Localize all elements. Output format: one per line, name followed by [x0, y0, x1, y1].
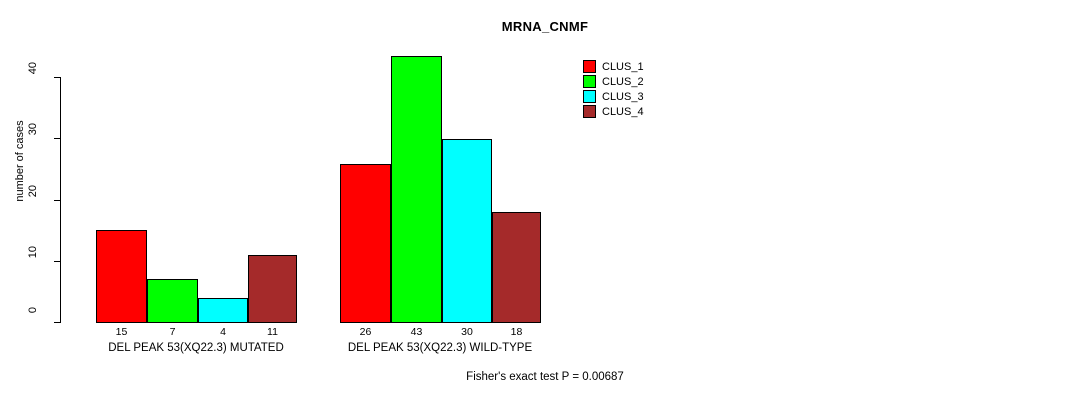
legend-label-clus3: CLUS_3	[602, 90, 644, 103]
y-tick-label-20: 20	[27, 185, 39, 198]
y-tick-label-30: 30	[27, 123, 39, 136]
legend-item-clus2[interactable]: CLUS_2	[583, 74, 644, 89]
legend-swatch-icon-clus3	[583, 90, 596, 103]
legend-swatch-icon-clus4	[583, 105, 596, 118]
bar-value-wildtype-clus3: 30	[461, 326, 473, 338]
page-title: MRNA_CNMF	[501, 19, 589, 34]
bar-value-mutated-clus1: 15	[115, 326, 128, 338]
legend: CLUS_1 CLUS_2 CLUS_3 CLUS_4	[583, 59, 644, 119]
legend-swatch-icon-clus2	[583, 75, 596, 88]
y-tick-label-0: 0	[27, 307, 39, 314]
legend-swatch-icon-clus1	[583, 60, 596, 73]
legend-label-clus4: CLUS_4	[602, 105, 644, 118]
y-axis-line	[60, 77, 61, 323]
legend-item-clus3[interactable]: CLUS_3	[583, 89, 644, 104]
legend-label-clus2: CLUS_2	[602, 75, 644, 88]
y-tick-30	[54, 138, 60, 139]
bar-value-wildtype-clus1: 26	[359, 326, 372, 338]
bar-mutated-clus2[interactable]	[147, 279, 198, 323]
bar-wildtype-clus3[interactable]	[442, 139, 492, 323]
group-label-mutated: DEL PEAK 53(XQ22.3) MUTATED	[108, 342, 284, 354]
bar-wildtype-clus1[interactable]	[340, 164, 391, 323]
bar-value-mutated-clus4: 11	[267, 326, 278, 338]
y-tick-label-40: 40	[27, 62, 39, 75]
bar-wildtype-clus2[interactable]	[391, 56, 442, 323]
bar-mutated-clus3[interactable]	[198, 298, 248, 323]
legend-item-clus4[interactable]: CLUS_4	[583, 104, 644, 119]
group-label-wildtype: DEL PEAK 53(XQ22.3) WILD-TYPE	[347, 342, 533, 354]
bar-wildtype-clus4[interactable]	[492, 212, 541, 323]
bar-value-mutated-clus3: 4	[220, 326, 226, 338]
statistical-test-note: Fisher's exact test P = 0.00687	[466, 371, 624, 383]
y-tick-20	[54, 200, 60, 201]
legend-label-clus1: CLUS_1	[602, 60, 644, 73]
y-tick-label-10: 10	[27, 246, 39, 259]
bar-value-mutated-clus2: 7	[169, 326, 176, 338]
y-tick-0	[54, 322, 60, 323]
bar-mutated-clus4[interactable]	[248, 255, 297, 323]
bar-mutated-clus1[interactable]	[96, 230, 147, 323]
y-tick-10	[54, 261, 60, 262]
y-tick-40	[54, 77, 60, 78]
bar-value-wildtype-clus2: 43	[410, 326, 423, 338]
bar-value-wildtype-clus4: 18	[510, 326, 523, 338]
legend-item-clus1[interactable]: CLUS_1	[583, 59, 644, 74]
